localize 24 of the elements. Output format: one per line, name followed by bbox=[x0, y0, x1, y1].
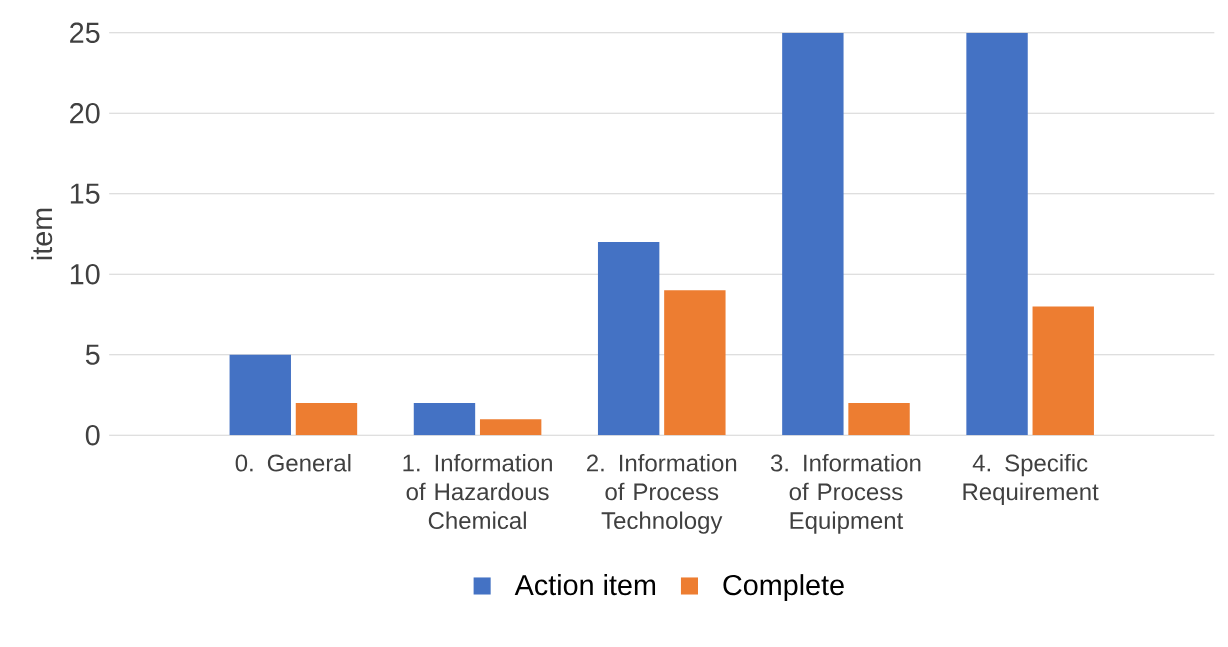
bar bbox=[1032, 306, 1094, 436]
bar bbox=[664, 290, 726, 436]
legend-label: Action item bbox=[514, 574, 656, 596]
legend-label: Complete bbox=[723, 574, 844, 602]
bar bbox=[848, 403, 910, 436]
x-tick-label: 3. Information of Process Equipment bbox=[770, 454, 921, 534]
bar bbox=[479, 419, 542, 436]
y-tick-label: 5 bbox=[85, 344, 100, 365]
bar bbox=[295, 403, 358, 436]
bar bbox=[966, 32, 1028, 436]
y-tick-label: 25 bbox=[70, 22, 100, 44]
x-tick-label: 2. Information of Process Technology bbox=[587, 454, 737, 534]
x-tick-label: 1. Information of Hazardous Chemical bbox=[403, 454, 552, 530]
y-tick-label: 15 bbox=[70, 183, 100, 204]
y-tick-label: 10 bbox=[70, 264, 100, 285]
bar bbox=[413, 403, 476, 436]
y-tick-label: 0 bbox=[85, 425, 100, 446]
bar bbox=[597, 242, 660, 436]
y-tick-label: 20 bbox=[70, 103, 100, 124]
x-tick-label: 4. Specific Requirement bbox=[963, 454, 1099, 506]
y-axis-title: item bbox=[31, 208, 53, 260]
x-tick-label: 0. General bbox=[235, 454, 351, 472]
bar bbox=[229, 354, 291, 436]
bar bbox=[782, 32, 844, 436]
